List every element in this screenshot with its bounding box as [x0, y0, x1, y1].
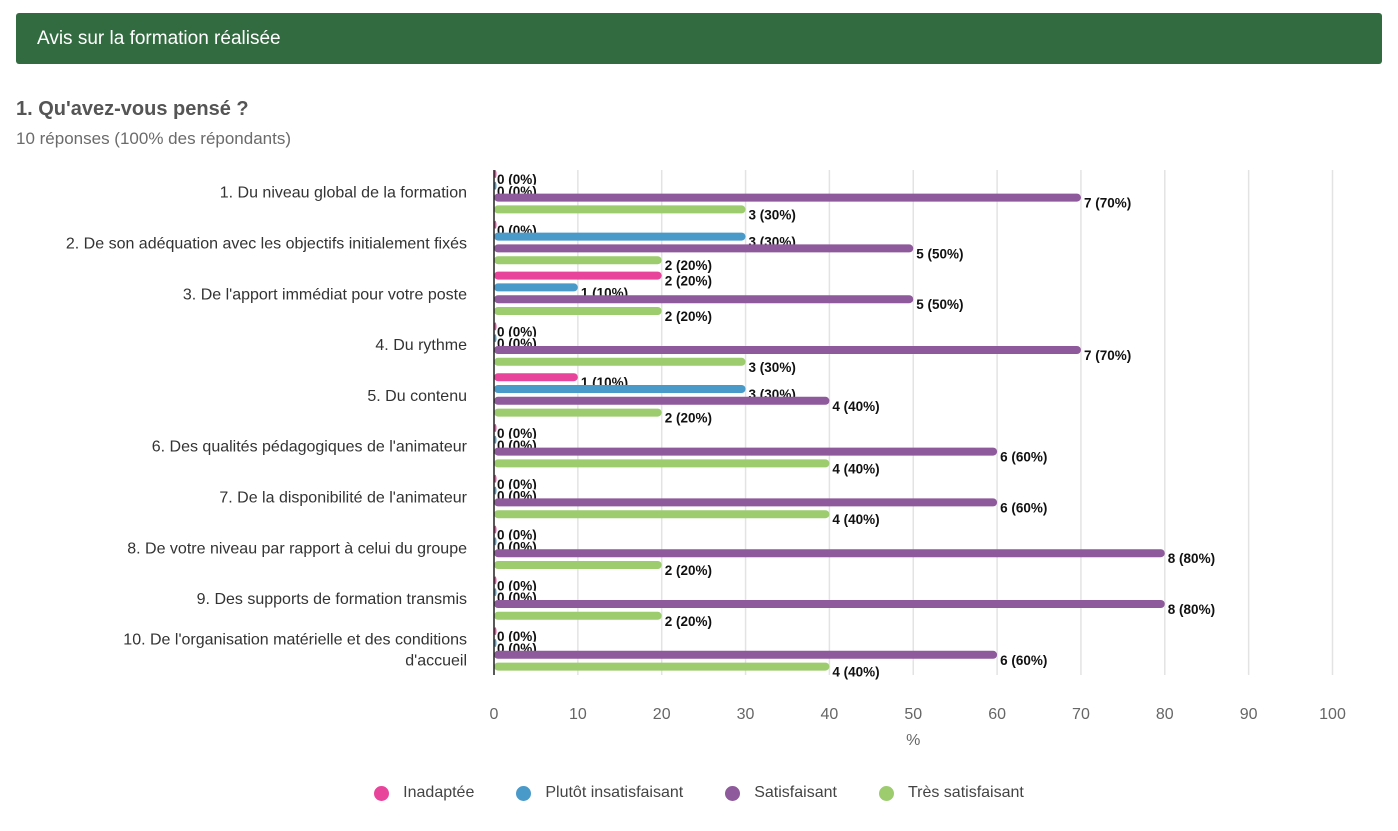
legend-label: Satisfaisant	[754, 784, 837, 801]
legend-label: Très satisfaisant	[907, 784, 1024, 801]
x-tick-label: 40	[821, 706, 839, 723]
data-label: 4 (40%)	[832, 665, 879, 680]
x-tick-label: 90	[1240, 706, 1258, 723]
category-label: 2. De son adéquation avec les objectifs …	[66, 236, 467, 253]
legend-marker	[516, 785, 532, 801]
category-label: 4. Du rythme	[375, 337, 467, 354]
data-label: 6 (60%)	[1000, 500, 1047, 515]
bar	[494, 307, 662, 315]
bar	[494, 498, 998, 507]
data-label: 3 (30%)	[749, 207, 796, 222]
data-label: 4 (40%)	[832, 461, 879, 476]
category-label: 9. Des supports de formation transmis	[197, 591, 467, 608]
data-label: 0 (0%)	[497, 578, 537, 593]
legend-marker	[878, 785, 894, 801]
data-label: 4 (40%)	[832, 512, 879, 527]
response-count: 10 réponses (100% des répondants)	[16, 129, 292, 148]
data-label: 5 (50%)	[916, 246, 963, 261]
data-label: 2 (20%)	[665, 258, 712, 273]
bar	[494, 232, 746, 241]
section-title: Avis sur la formation réalisée	[37, 27, 281, 49]
bar	[494, 283, 578, 292]
x-tick-label: 20	[653, 706, 671, 723]
bar	[494, 244, 914, 253]
category-label: 10. De l'organisation matérielle et des …	[123, 631, 467, 669]
data-label: 8 (80%)	[1168, 551, 1215, 566]
data-label: 2 (20%)	[665, 309, 712, 324]
bar	[494, 271, 662, 280]
bar	[494, 357, 746, 366]
bar	[494, 611, 662, 620]
bar	[494, 662, 830, 671]
data-label: 6 (60%)	[1000, 450, 1047, 465]
data-label: 6 (60%)	[1000, 653, 1047, 668]
data-label: 2 (20%)	[665, 563, 712, 578]
data-label: 5 (50%)	[916, 297, 963, 312]
x-tick-label: 50	[904, 706, 922, 723]
data-label: 4 (40%)	[832, 399, 879, 414]
bar	[494, 396, 830, 405]
bar	[494, 549, 1165, 558]
data-label: 8 (80%)	[1168, 602, 1215, 617]
x-tick-label: 30	[737, 706, 755, 723]
bar	[494, 600, 1165, 608]
x-tick-label: 60	[988, 706, 1006, 723]
data-label: 0 (0%)	[497, 172, 537, 187]
bar	[494, 510, 830, 519]
x-tick-label: 10	[569, 706, 587, 723]
legend-item[interactable]: Satisfaisant	[725, 784, 837, 802]
data-label: 7 (70%)	[1084, 196, 1131, 211]
x-tick-label: 100	[1319, 706, 1346, 723]
category-label: 1. Du niveau global de la formation	[220, 185, 467, 202]
legend-marker	[725, 785, 741, 801]
bar-chart: 0 10 20 30 40 50 60 70 80 90 100% 1. Du niveau glob…	[66, 170, 1346, 749]
legend-label: Plutôt insatisfaisant	[545, 784, 684, 801]
data-label: 0 (0%)	[497, 426, 537, 441]
section-header: Avis sur la formation réalisée	[16, 13, 1382, 64]
bar	[494, 561, 662, 569]
category-label: 6. Des qualités pédagogiques de l'animat…	[152, 439, 468, 456]
bar	[494, 256, 662, 265]
question-title: 1. Qu'avez-vous pensé ?	[16, 98, 249, 120]
legend-item[interactable]: Inadaptée	[374, 784, 474, 802]
x-tick-label: 70	[1072, 706, 1090, 723]
bar	[494, 346, 1081, 354]
legend-label: Inadaptée	[403, 784, 475, 801]
x-axis-title: %	[906, 732, 920, 749]
bar	[494, 408, 662, 417]
category-label: 5. Du contenu	[367, 388, 467, 405]
chart-legend: Inadaptée Plutôt insatisfaisant Satisfaisa…	[0, 781, 1398, 805]
data-label: 2 (20%)	[665, 411, 712, 426]
bar	[494, 373, 578, 382]
category-label: 8. De votre niveau par rapport à celui d…	[127, 540, 467, 557]
bar	[494, 295, 914, 304]
data-label: 2 (20%)	[665, 274, 712, 289]
bar	[494, 650, 998, 659]
bar	[494, 193, 1081, 202]
data-label: 2 (20%)	[665, 614, 712, 629]
legend-marker	[374, 785, 390, 801]
bar	[494, 385, 746, 393]
data-label: 0 (0%)	[497, 528, 537, 543]
data-label: 0 (0%)	[497, 629, 537, 644]
x-tick-label: 80	[1156, 706, 1174, 723]
legend-item[interactable]: Très satisfaisant	[878, 784, 1024, 802]
bar	[494, 447, 998, 456]
data-label: 0 (0%)	[497, 324, 537, 339]
bar	[494, 205, 746, 214]
category-label: 3. De l'apport immédiat pour votre poste	[183, 286, 467, 303]
data-label: 0 (0%)	[497, 477, 537, 492]
data-label: 3 (30%)	[749, 360, 796, 375]
category-label: 7. De la disponibilité de l'animateur	[219, 490, 467, 507]
bar	[494, 459, 830, 468]
x-tick-label: 0	[490, 706, 499, 723]
data-label: 7 (70%)	[1084, 348, 1131, 363]
legend-item[interactable]: Plutôt insatisfaisant	[516, 784, 683, 802]
